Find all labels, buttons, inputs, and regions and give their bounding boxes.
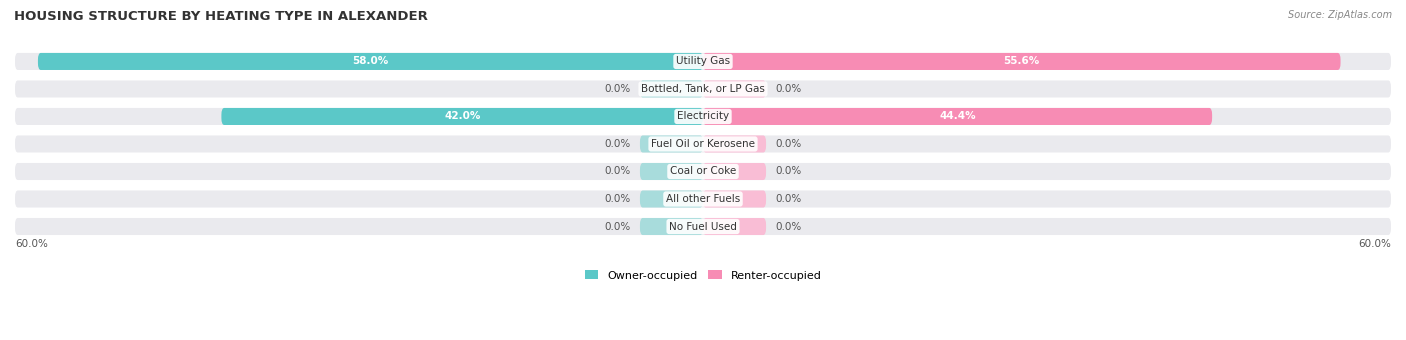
FancyBboxPatch shape (640, 163, 703, 180)
FancyBboxPatch shape (38, 53, 703, 70)
FancyBboxPatch shape (221, 108, 703, 125)
FancyBboxPatch shape (640, 190, 703, 207)
Text: Coal or Coke: Coal or Coke (669, 167, 737, 176)
Text: 0.0%: 0.0% (605, 194, 631, 204)
FancyBboxPatch shape (703, 163, 766, 180)
FancyBboxPatch shape (15, 190, 1391, 207)
FancyBboxPatch shape (15, 108, 1391, 125)
FancyBboxPatch shape (703, 108, 1212, 125)
Text: Source: ZipAtlas.com: Source: ZipAtlas.com (1288, 10, 1392, 20)
Text: Utility Gas: Utility Gas (676, 56, 730, 66)
FancyBboxPatch shape (15, 218, 1391, 235)
Text: 60.0%: 60.0% (1358, 239, 1391, 249)
FancyBboxPatch shape (703, 81, 766, 98)
Text: 0.0%: 0.0% (605, 139, 631, 149)
FancyBboxPatch shape (15, 81, 1391, 98)
Text: Electricity: Electricity (676, 112, 730, 121)
Text: 0.0%: 0.0% (775, 167, 801, 176)
Legend: Owner-occupied, Renter-occupied: Owner-occupied, Renter-occupied (581, 266, 825, 285)
Text: 44.4%: 44.4% (939, 112, 976, 121)
Text: 0.0%: 0.0% (605, 167, 631, 176)
Text: 60.0%: 60.0% (15, 239, 48, 249)
Text: 55.6%: 55.6% (1004, 56, 1040, 66)
FancyBboxPatch shape (15, 135, 1391, 153)
Text: 0.0%: 0.0% (775, 194, 801, 204)
Text: All other Fuels: All other Fuels (666, 194, 740, 204)
Text: Fuel Oil or Kerosene: Fuel Oil or Kerosene (651, 139, 755, 149)
Text: No Fuel Used: No Fuel Used (669, 221, 737, 232)
FancyBboxPatch shape (703, 135, 766, 153)
Text: 0.0%: 0.0% (775, 221, 801, 232)
Text: Bottled, Tank, or LP Gas: Bottled, Tank, or LP Gas (641, 84, 765, 94)
FancyBboxPatch shape (640, 135, 703, 153)
Text: 58.0%: 58.0% (353, 56, 388, 66)
Text: HOUSING STRUCTURE BY HEATING TYPE IN ALEXANDER: HOUSING STRUCTURE BY HEATING TYPE IN ALE… (14, 10, 427, 23)
FancyBboxPatch shape (15, 163, 1391, 180)
FancyBboxPatch shape (640, 218, 703, 235)
FancyBboxPatch shape (640, 81, 703, 98)
Text: 42.0%: 42.0% (444, 112, 481, 121)
Text: 0.0%: 0.0% (775, 84, 801, 94)
FancyBboxPatch shape (703, 53, 1340, 70)
Text: 0.0%: 0.0% (605, 84, 631, 94)
FancyBboxPatch shape (15, 53, 1391, 70)
FancyBboxPatch shape (703, 190, 766, 207)
Text: 0.0%: 0.0% (775, 139, 801, 149)
FancyBboxPatch shape (703, 218, 766, 235)
Text: 0.0%: 0.0% (605, 221, 631, 232)
